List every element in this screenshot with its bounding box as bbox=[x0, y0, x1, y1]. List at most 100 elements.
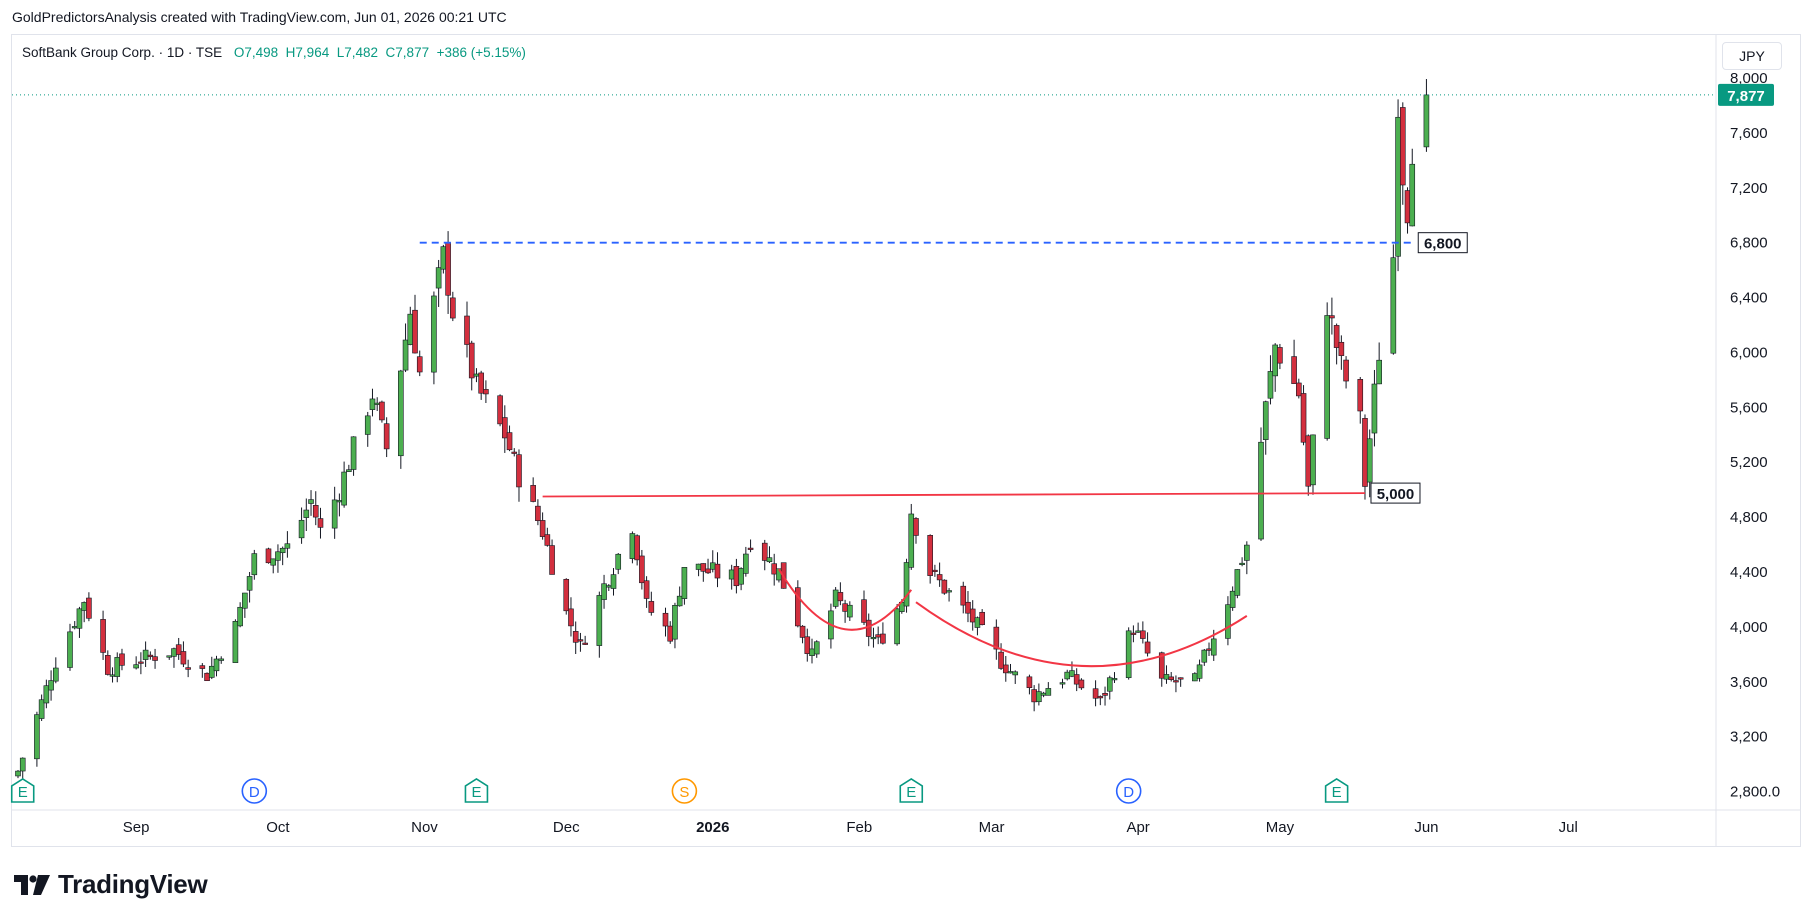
candle bbox=[1177, 677, 1184, 680]
candle bbox=[1324, 315, 1330, 439]
candle bbox=[1229, 590, 1236, 608]
high-value: H7,964 bbox=[285, 45, 330, 60]
cup-main-arc bbox=[915, 601, 1248, 668]
dividend-event-marker[interactable]: D bbox=[1115, 778, 1142, 804]
candle bbox=[1262, 401, 1269, 440]
candle bbox=[880, 633, 886, 644]
candle bbox=[1272, 344, 1278, 377]
open-value: O7,498 bbox=[233, 45, 279, 60]
event-letter: E bbox=[906, 784, 916, 801]
candle bbox=[927, 535, 933, 576]
candle bbox=[308, 499, 314, 504]
candle bbox=[71, 626, 78, 629]
level-label-box bbox=[1370, 482, 1421, 504]
neckline bbox=[542, 492, 1365, 498]
level-label-box bbox=[1417, 232, 1468, 254]
candle bbox=[1045, 688, 1052, 696]
candle bbox=[861, 599, 867, 623]
candle bbox=[563, 578, 570, 612]
x-tick-label: Apr bbox=[1126, 819, 1149, 836]
candle bbox=[1059, 682, 1066, 685]
candle bbox=[605, 585, 612, 588]
candle bbox=[199, 665, 206, 669]
candle bbox=[572, 631, 579, 643]
candle bbox=[667, 625, 674, 642]
cup-left-arc bbox=[778, 568, 913, 631]
candle bbox=[1291, 356, 1297, 384]
candle bbox=[38, 699, 45, 719]
candle bbox=[364, 415, 371, 435]
candle bbox=[1196, 664, 1203, 679]
candle bbox=[383, 423, 390, 450]
candle bbox=[1097, 696, 1104, 699]
candle bbox=[104, 655, 111, 675]
candle bbox=[672, 605, 678, 640]
symbol-info[interactable]: SoftBank Group Corp. · 1D · TSE bbox=[22, 45, 223, 60]
split-icon bbox=[671, 778, 698, 804]
candle bbox=[1158, 652, 1165, 679]
candle bbox=[86, 597, 92, 619]
candle bbox=[894, 608, 900, 645]
x-tick-label: Jul bbox=[1559, 819, 1578, 836]
earnings-event-marker[interactable]: E bbox=[464, 778, 489, 803]
candle bbox=[847, 604, 853, 618]
candle bbox=[539, 520, 546, 537]
tradingview-brand[interactable]: TradingView bbox=[14, 869, 208, 900]
candle bbox=[431, 295, 437, 373]
candle bbox=[473, 373, 480, 377]
candle bbox=[1366, 438, 1373, 483]
candle bbox=[152, 656, 158, 661]
low-value: L7,482 bbox=[336, 45, 379, 60]
currency-selector[interactable]: JPY bbox=[1722, 42, 1782, 70]
candle bbox=[941, 579, 948, 594]
candle bbox=[374, 402, 380, 405]
candle bbox=[1012, 671, 1019, 676]
candle bbox=[771, 563, 778, 575]
candle bbox=[1404, 190, 1411, 224]
candle bbox=[53, 667, 59, 682]
candle bbox=[709, 562, 716, 570]
candle bbox=[1239, 562, 1245, 566]
candle bbox=[1234, 569, 1241, 596]
candle bbox=[19, 757, 26, 772]
earnings-event-marker[interactable]: E bbox=[1324, 778, 1349, 803]
candle bbox=[265, 548, 272, 564]
candle bbox=[1002, 664, 1009, 674]
chart-pane[interactable] bbox=[11, 34, 1801, 847]
earnings-event-marker[interactable]: E bbox=[10, 778, 35, 803]
candle bbox=[1258, 441, 1264, 540]
candle bbox=[875, 634, 881, 638]
y-tick-label: 6,000 bbox=[1730, 344, 1768, 361]
earnings-event-marker[interactable]: E bbox=[899, 778, 924, 803]
candle bbox=[1338, 341, 1345, 356]
candle bbox=[204, 672, 210, 682]
candle bbox=[648, 601, 655, 613]
candle bbox=[100, 619, 106, 653]
candle bbox=[705, 568, 711, 574]
candle bbox=[596, 595, 603, 646]
candle bbox=[695, 563, 702, 570]
candle bbox=[1125, 630, 1132, 679]
candle bbox=[402, 339, 409, 371]
split-event-marker[interactable]: S bbox=[671, 778, 698, 804]
candle bbox=[568, 608, 574, 627]
candle bbox=[1069, 670, 1075, 677]
candle bbox=[407, 313, 414, 345]
event-letter: E bbox=[18, 784, 28, 801]
candle bbox=[171, 648, 177, 657]
candle bbox=[133, 664, 139, 669]
candle bbox=[464, 315, 470, 345]
dividend-event-marker[interactable]: D bbox=[241, 778, 268, 804]
candle bbox=[468, 342, 475, 379]
chart-credit: GoldPredictorsAnalysis created with Trad… bbox=[12, 9, 507, 25]
last-price-label: 7,877 bbox=[1727, 88, 1765, 105]
candle bbox=[497, 395, 503, 425]
candle bbox=[832, 589, 839, 607]
x-tick-label: Dec bbox=[553, 819, 580, 836]
y-tick-label: 7,600 bbox=[1730, 125, 1768, 142]
candle bbox=[1395, 116, 1401, 257]
candle bbox=[903, 562, 910, 607]
candle bbox=[1376, 359, 1382, 385]
candle bbox=[1343, 359, 1349, 382]
